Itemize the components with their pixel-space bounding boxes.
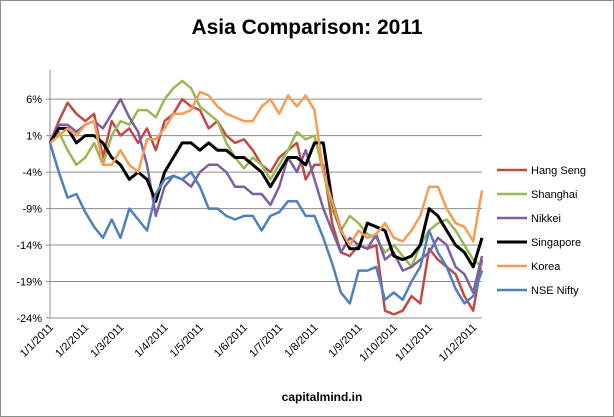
y-tick-label: 1% xyxy=(26,131,42,143)
y-tick-label: -4% xyxy=(22,167,42,179)
y-tick-label: -9% xyxy=(22,204,42,216)
legend: Hang Seng Shanghai Nikkei Singapore Korea NSE… xyxy=(497,165,586,297)
axes xyxy=(46,70,51,319)
legend-label: Hang Seng xyxy=(531,165,586,177)
legend-label: Nikkei xyxy=(531,213,561,225)
series-line-korea xyxy=(49,90,484,247)
y-tick-label: -19% xyxy=(16,277,42,289)
x-tick-label: 1/2/2011 xyxy=(53,322,91,360)
x-tick-label: 1/10/2011 xyxy=(357,322,400,365)
series-line-singapore xyxy=(48,126,484,269)
x-tick-label: 1/3/2011 xyxy=(88,322,126,360)
chart-title: Asia Comparison: 2011 xyxy=(191,16,423,39)
y-tick-label: -14% xyxy=(16,240,42,252)
x-tick-label: 1/11/2011 xyxy=(393,322,435,364)
x-tick-label: 1/5/2011 xyxy=(168,322,206,360)
legend-label: Singapore xyxy=(531,237,581,249)
x-tick-label: 1/1/2011 xyxy=(18,322,56,360)
series-line-nse-nifty xyxy=(48,142,484,305)
y-tick-label: -24% xyxy=(16,313,42,325)
series-lines xyxy=(48,79,484,316)
x-tick-label: 1/8/2011 xyxy=(282,322,320,360)
legend-label: Shanghai xyxy=(531,189,578,201)
series-line-shanghai xyxy=(49,79,483,269)
y-tick-labels: 6% 1% -4% -9% -14% -19% -24% xyxy=(16,94,42,325)
legend-label: Korea xyxy=(531,261,561,273)
source-note: capitalmind.in xyxy=(281,390,363,404)
x-tick-label: 1/7/2011 xyxy=(247,322,285,360)
x-tick-label: 1/4/2011 xyxy=(133,322,171,360)
x-tick-label: 1/6/2011 xyxy=(212,322,250,360)
series-line-hang-seng xyxy=(48,97,484,316)
x-tick-label: 1/12/2011 xyxy=(437,322,480,365)
legend-label: NSE Nifty xyxy=(531,285,579,297)
y-tick-label: 6% xyxy=(26,94,42,106)
series-line-nikkei xyxy=(48,97,484,294)
